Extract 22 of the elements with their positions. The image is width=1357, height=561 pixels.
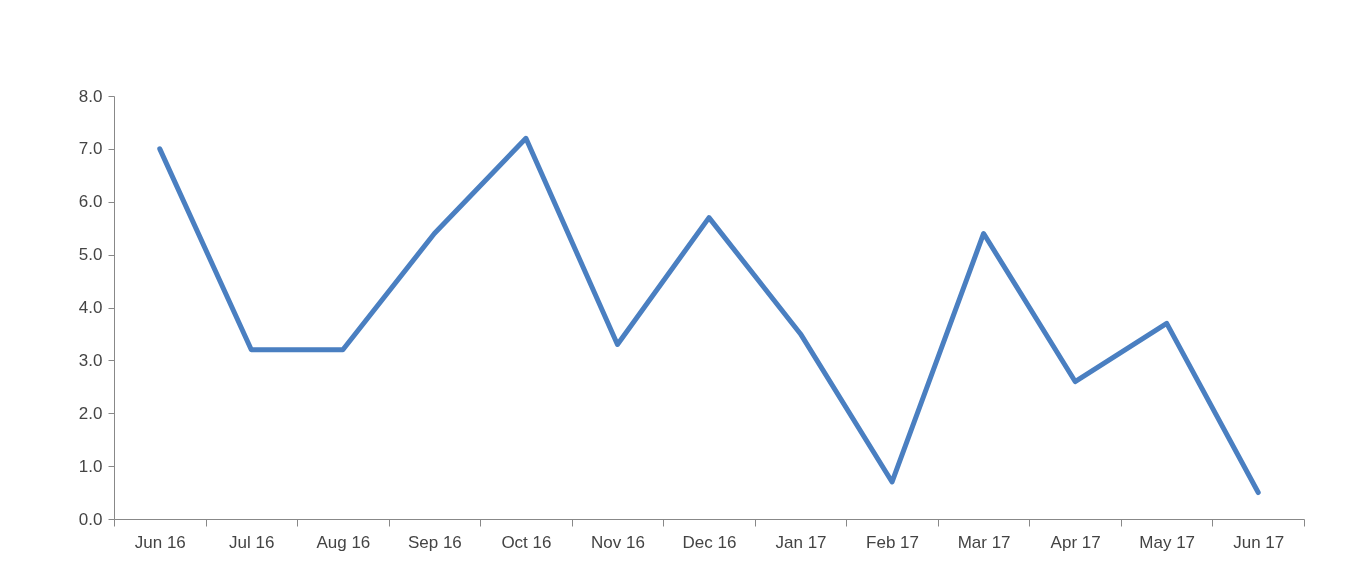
y-tick-label: 5.0 xyxy=(78,245,103,265)
x-tick-label: Jun 17 xyxy=(1233,532,1285,552)
x-tick-label: Aug 16 xyxy=(316,532,371,552)
x-tick-label: Oct 16 xyxy=(501,532,552,552)
x-tick-label: Dec 16 xyxy=(682,532,737,552)
x-tick-label: Jun 16 xyxy=(134,532,186,552)
x-tick-label: Mar 17 xyxy=(957,532,1011,552)
x-tick-label: Apr 17 xyxy=(1050,532,1101,552)
y-tick-label: 6.0 xyxy=(78,192,103,212)
y-tick-label: 2.0 xyxy=(78,403,103,423)
x-tick-label: Jan 17 xyxy=(775,532,827,552)
x-tick-label: Feb 17 xyxy=(866,532,920,552)
y-tick-label: 8.0 xyxy=(78,86,103,106)
x-tick-label: Jul 16 xyxy=(229,532,275,552)
y-tick-label: 0.0 xyxy=(78,509,103,529)
y-tick-label: 7.0 xyxy=(78,139,103,159)
y-tick-label: 3.0 xyxy=(78,350,103,370)
x-tick-label: Sep 16 xyxy=(407,532,462,552)
y-tick-label: 4.0 xyxy=(78,298,103,317)
y-tick-label: 1.0 xyxy=(78,456,103,476)
x-tick-label: Nov 16 xyxy=(591,532,645,552)
x-tick-label: May 17 xyxy=(1139,532,1196,552)
